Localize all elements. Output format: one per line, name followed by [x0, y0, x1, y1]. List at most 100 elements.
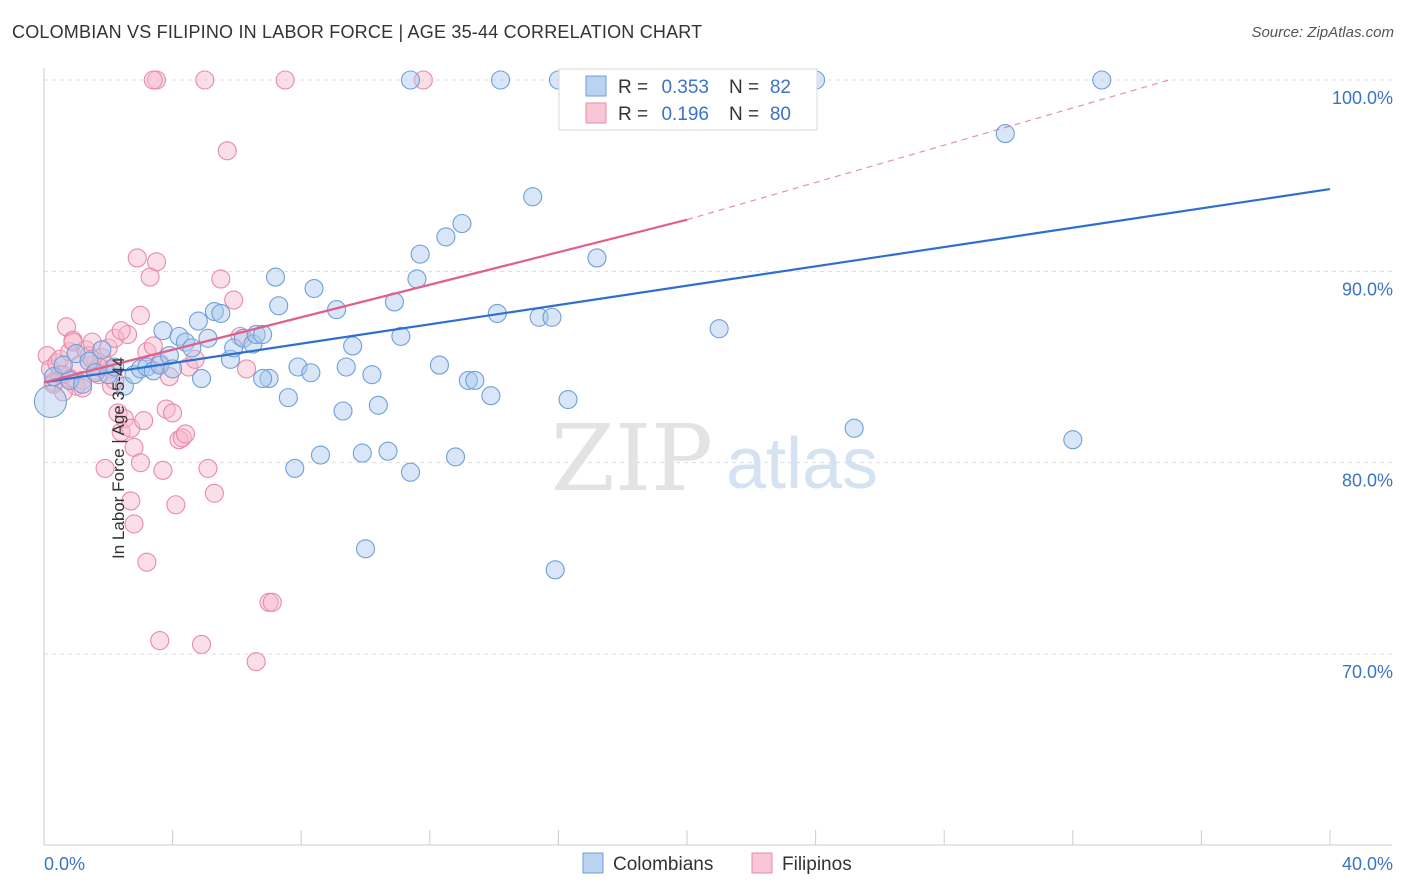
- filipinos-point-74: [130, 305, 150, 325]
- colombians-point-69: [587, 248, 607, 268]
- colombians-point-62: [481, 386, 501, 406]
- bottom-legend-swatch-colombians: [582, 852, 604, 874]
- bottom-legend-label-colombians: Colombians: [613, 854, 713, 875]
- colombians-trend-line: [43, 187, 1331, 384]
- legend-swatch-colombians: [585, 75, 607, 97]
- filipinos-point-50: [217, 141, 237, 161]
- colombians-point-66: [542, 307, 562, 327]
- legend-r-label-1: R =: [618, 104, 648, 125]
- watermark: ZIP atlas: [551, 405, 878, 512]
- colombians-point-46: [343, 336, 363, 356]
- colombians-point-68: [558, 389, 578, 410]
- colombians-point-60: [458, 370, 478, 390]
- colombians-point-8: [92, 340, 112, 360]
- filipinos-point-60: [143, 70, 163, 90]
- filipinos-point-36: [153, 460, 173, 480]
- colombians-point-41: [304, 279, 324, 299]
- filipinos-point-64: [137, 552, 157, 572]
- filipinos-point-28: [127, 248, 147, 268]
- bottom-legend-label-filipinos: Filipinos: [782, 854, 852, 875]
- colombians-point-34: [259, 368, 279, 389]
- axes: [43, 68, 1392, 846]
- colombians-point-5: [73, 374, 93, 394]
- colombians-point-74: [995, 124, 1015, 144]
- x-tick-label-min: 0.0%: [44, 854, 85, 874]
- colombians-point-42: [310, 445, 331, 465]
- filipinos-point-44: [179, 357, 199, 377]
- legend-swatch-filipinos: [585, 102, 607, 124]
- filipinos-point-42: [172, 428, 192, 448]
- legend-n-label-0: N =: [729, 77, 759, 98]
- colombians-point-40: [301, 363, 321, 383]
- colombians-point-72: [1063, 430, 1083, 450]
- colombians-point-44: [333, 401, 353, 421]
- colombians-point-73: [1092, 70, 1112, 90]
- colombians-point-70: [709, 319, 729, 339]
- x-tick-labels: 0.0% 40.0%: [44, 854, 1393, 874]
- colombians-point-59: [452, 213, 472, 234]
- filipinos-point-58: [195, 70, 215, 90]
- y-tick-label-90: 90.0%: [1342, 279, 1393, 299]
- y-tick-label-80: 80.0%: [1342, 471, 1393, 491]
- colombians-point-50: [378, 441, 398, 461]
- filipinos-point-54: [246, 652, 266, 672]
- colombians-point-35: [265, 267, 286, 287]
- legend-n-value-0: 82: [770, 77, 791, 98]
- colombians-point-17: [153, 321, 173, 341]
- colombians-point-71: [844, 418, 864, 438]
- colombians-point-67: [545, 560, 565, 580]
- colombians-point-53: [400, 462, 421, 482]
- x-tick-label-max: 40.0%: [1342, 854, 1393, 874]
- filipinos-point-49: [211, 269, 231, 289]
- colombians-point-81: [253, 368, 273, 389]
- filipinos-point-63: [150, 631, 170, 651]
- colombians-point-55: [410, 244, 430, 264]
- filipinos-point-66: [121, 491, 141, 511]
- watermark-zip: ZIP: [551, 405, 713, 512]
- legend-r-label-0: R =: [618, 77, 648, 98]
- colombians-points: [33, 70, 1112, 580]
- colombians-point-57: [436, 227, 456, 247]
- filipinos-point-40: [166, 495, 186, 515]
- colombians-point-61: [465, 370, 485, 390]
- filipinos-point-30: [134, 411, 154, 431]
- colombians-point-36: [269, 296, 289, 316]
- filipinos-point-51: [224, 290, 244, 310]
- filipinos-point-76: [63, 332, 83, 352]
- colombians-point-48: [362, 365, 382, 385]
- filipinos-point-39: [163, 403, 183, 423]
- colombians-point-58: [445, 447, 466, 467]
- y-tick-label-70: 70.0%: [1342, 662, 1393, 682]
- filipinos-point-46: [191, 634, 212, 654]
- filipinos-point-48: [204, 483, 224, 503]
- filipinos-trend-extension: [686, 79, 1170, 221]
- filipinos-point-43: [175, 424, 196, 444]
- filipinos-point-34: [146, 252, 167, 272]
- filipinos-point-65: [124, 514, 144, 534]
- colombians-point-79: [400, 70, 421, 90]
- trend-lines: [43, 79, 1331, 384]
- legend-n-label-1: N =: [729, 104, 759, 125]
- y-tick-labels: 70.0% 80.0% 90.0% 100.0%: [1332, 88, 1393, 682]
- colombians-point-33: [253, 324, 273, 345]
- filipinos-point-67: [95, 458, 115, 478]
- legend-r-value-1: 0.196: [661, 104, 709, 125]
- colombians-point-64: [523, 187, 543, 207]
- colombians-point-37: [278, 388, 298, 408]
- colombians-point-24: [191, 368, 212, 389]
- chart-title: COLOMBIAN VS FILIPINO IN LABOR FORCE | A…: [12, 22, 703, 42]
- filipinos-point-56: [262, 592, 282, 612]
- colombians-point-56: [429, 355, 449, 375]
- colombians-point-0: [33, 384, 67, 418]
- filipinos-point-21: [105, 328, 125, 348]
- colombians-point-22: [182, 338, 202, 358]
- colombians-point-23: [188, 311, 208, 331]
- legend-r-value-0: 0.353: [661, 77, 709, 98]
- colombians-point-26: [204, 301, 224, 322]
- filipinos-point-19: [98, 338, 118, 358]
- colombians-point-38: [285, 458, 305, 478]
- legend: R = 0.353 N = 82 R = 0.196 N = 80: [558, 68, 818, 131]
- bottom-legend: Colombians Filipinos: [582, 852, 852, 875]
- colombians-point-27: [211, 303, 231, 323]
